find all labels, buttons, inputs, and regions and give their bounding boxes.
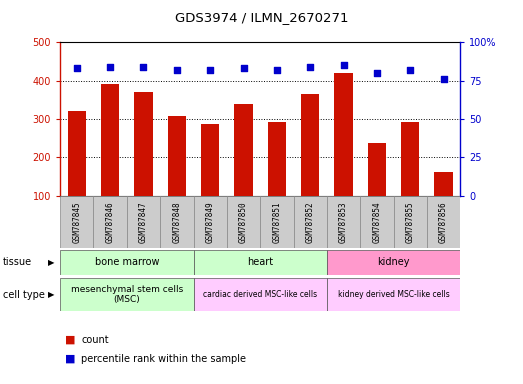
Point [240,65,248,71]
Bar [101,84,119,234]
Text: cell type: cell type [3,290,44,300]
Text: GSM787847: GSM787847 [139,201,148,243]
Bar [334,73,353,234]
Bar [268,122,286,234]
Point [73,65,81,71]
Point [439,76,448,82]
Point [139,64,147,70]
Bar [360,196,393,248]
Text: GSM787856: GSM787856 [439,201,448,243]
Text: mesenchymal stem cells
(MSC): mesenchymal stem cells (MSC) [71,285,183,305]
Bar [394,196,427,248]
Point [373,70,381,76]
Text: percentile rank within the sample: percentile rank within the sample [81,354,246,364]
Point [406,67,414,73]
Bar [194,196,227,248]
Bar [201,124,219,234]
Bar [293,196,327,248]
Bar [327,250,460,275]
Bar [67,111,86,234]
Point [206,67,214,73]
Text: GSM787846: GSM787846 [106,201,115,243]
Text: ▶: ▶ [48,258,54,266]
Bar [60,196,94,248]
Text: kidney derived MSC-like cells: kidney derived MSC-like cells [338,290,449,299]
Point [306,64,314,70]
Bar [260,196,293,248]
Text: GSM787853: GSM787853 [339,201,348,243]
Bar [194,250,327,275]
Text: ▶: ▶ [48,290,54,299]
Text: GSM787848: GSM787848 [173,201,181,243]
Text: GSM787855: GSM787855 [406,201,415,243]
Text: heart: heart [247,257,273,267]
Bar [60,250,194,275]
Text: bone marrow: bone marrow [95,257,159,267]
Bar [301,94,320,234]
Point [272,67,281,73]
Text: count: count [81,335,109,345]
Bar [227,196,260,248]
Bar [435,172,453,234]
Text: ■: ■ [65,354,76,364]
Text: GSM787852: GSM787852 [306,201,315,243]
Text: GDS3974 / ILMN_2670271: GDS3974 / ILMN_2670271 [175,12,348,25]
Point [339,62,348,68]
Bar [327,278,460,311]
Text: kidney: kidney [377,257,410,267]
Bar [401,122,419,234]
Bar [160,196,194,248]
Text: cardiac derived MSC-like cells: cardiac derived MSC-like cells [203,290,317,299]
Bar [127,196,160,248]
Text: GSM787850: GSM787850 [239,201,248,243]
Bar [194,278,327,311]
Text: GSM787851: GSM787851 [272,201,281,243]
Point [106,64,115,70]
Text: GSM787849: GSM787849 [206,201,214,243]
Text: ■: ■ [65,335,76,345]
Point [173,67,181,73]
Bar [427,196,460,248]
Bar [94,196,127,248]
Text: tissue: tissue [3,257,32,267]
Bar [368,143,386,234]
Bar [134,92,153,234]
Bar [234,104,253,234]
Bar [168,116,186,234]
Bar [60,278,194,311]
Text: GSM787854: GSM787854 [372,201,381,243]
Bar [327,196,360,248]
Text: GSM787845: GSM787845 [72,201,81,243]
